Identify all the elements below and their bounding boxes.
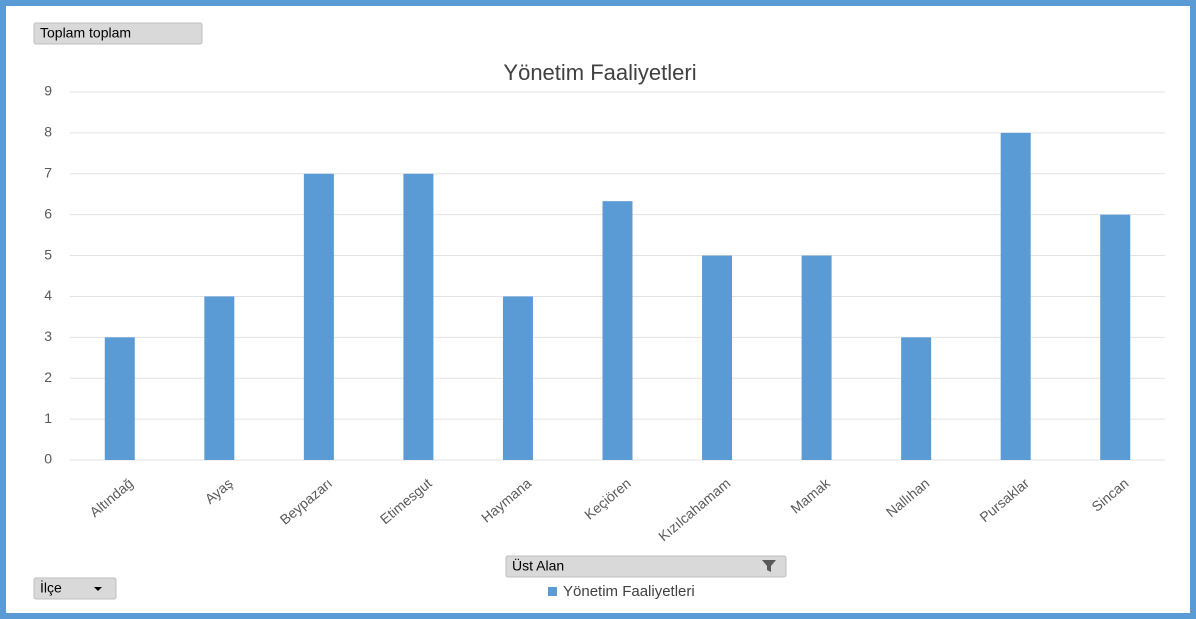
y-tick-label: 8 (44, 124, 52, 140)
legend-label: Yönetim Faaliyetleri (563, 583, 695, 600)
filter-icon[interactable] (762, 560, 776, 572)
legend-swatch (548, 587, 557, 596)
bar (204, 296, 235, 460)
y-tick-label: 4 (44, 287, 52, 303)
axis-button-label[interactable]: İlçe (40, 579, 62, 596)
bar (1000, 132, 1031, 460)
y-tick-label: 9 (44, 83, 52, 99)
axis-button[interactable]: İlçe (33, 577, 117, 600)
chart-title: Yönetim Faaliyetleri (503, 60, 696, 85)
dropdown-icon[interactable] (94, 587, 102, 591)
y-tick-label: 6 (44, 205, 52, 221)
y-tick-label: 5 (44, 246, 52, 262)
bar (602, 201, 633, 460)
y-tick-label: 7 (44, 164, 52, 180)
filter-button-label[interactable]: Üst Alan (512, 557, 564, 574)
filter-button[interactable]: Üst Alan (505, 555, 787, 578)
y-tick-label: 1 (44, 410, 52, 426)
values-button[interactable]: Toplam toplam (33, 22, 203, 45)
bar (303, 173, 334, 460)
bar (104, 337, 135, 460)
bar (1100, 214, 1131, 460)
bar (403, 173, 434, 460)
y-tick-label: 3 (44, 328, 52, 344)
bar (502, 296, 533, 460)
values-button-label[interactable]: Toplam toplam (40, 25, 131, 41)
bar (801, 255, 832, 460)
y-tick-label: 0 (44, 451, 52, 467)
bar (901, 337, 932, 460)
y-tick-label: 2 (44, 369, 52, 385)
bar (702, 255, 733, 460)
